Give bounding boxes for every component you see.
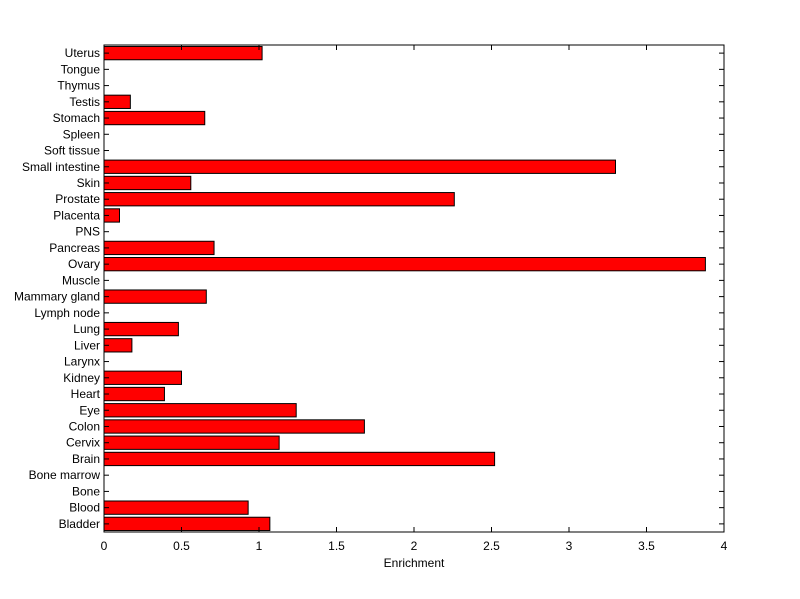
y-tick-label: Uterus <box>65 46 100 60</box>
y-tick-label: Tongue <box>61 62 101 76</box>
bar-brain <box>103 451 496 467</box>
bar-colon <box>103 419 365 434</box>
y-tick-label: PNS <box>75 225 100 239</box>
y-tick-label: Colon <box>69 419 100 433</box>
x-tick-label: 2 <box>411 539 418 553</box>
y-tick-label: Bone marrow <box>29 468 101 482</box>
bar-heart <box>103 386 165 402</box>
bar-small-intestine <box>103 159 616 174</box>
bars-group <box>103 45 706 532</box>
x-tick-label: 0 <box>101 539 108 553</box>
y-tick-label: Heart <box>71 387 101 401</box>
bar-ovary <box>103 256 706 272</box>
x-tick-label: 3 <box>566 539 573 553</box>
bar-pancreas <box>103 240 215 256</box>
y-tick-label: Prostate <box>55 192 100 206</box>
y-tick-label: Cervix <box>66 436 100 450</box>
y-tick-label: Small intestine <box>22 160 100 174</box>
y-tick-label: Larynx <box>64 355 100 369</box>
y-tick-label: Bone <box>72 484 100 498</box>
x-tick-label: 1 <box>256 539 263 553</box>
y-tick-label: Spleen <box>63 127 100 141</box>
x-axis-label: Enrichment <box>384 556 445 570</box>
bar-kidney <box>103 370 182 385</box>
x-tick-label: 0.5 <box>173 539 190 553</box>
x-tick-label: 4 <box>721 539 728 553</box>
bar-bladder <box>103 516 271 532</box>
x-tick-label: 3.5 <box>638 539 655 553</box>
tick-labels-group: Bladder Blood Bone Bone marrow Brain Cervix Co… <box>14 46 728 553</box>
y-tick-label: Blood <box>69 501 100 515</box>
y-tick-label: Testis <box>69 95 100 109</box>
y-tick-label: Lymph node <box>34 306 100 320</box>
y-tick-label: Stomach <box>53 111 100 125</box>
y-tick-label: Muscle <box>62 273 100 287</box>
bar-mammary-gland <box>103 289 207 304</box>
bar-skin <box>103 175 192 191</box>
y-tick-label: Pancreas <box>49 241 100 255</box>
y-tick-label: Mammary gland <box>14 290 100 304</box>
y-tick-label: Soft tissue <box>44 144 100 158</box>
y-tick-label: Brain <box>72 452 100 466</box>
x-tick-label: 1.5 <box>328 539 345 553</box>
bar-cervix <box>103 435 280 450</box>
ticks-group <box>103 45 725 532</box>
bar-prostate <box>103 192 455 207</box>
y-tick-label: Liver <box>74 338 100 352</box>
y-tick-label: Placenta <box>53 208 100 222</box>
bar-uterus <box>103 45 263 61</box>
y-tick-label: Skin <box>77 176 100 190</box>
x-tick-label: 2.5 <box>483 539 500 553</box>
y-tick-label: Eye <box>79 403 100 417</box>
y-tick-label: Lung <box>73 322 100 336</box>
y-tick-label: Kidney <box>63 371 100 385</box>
bar-eye <box>103 403 297 418</box>
y-tick-label: Thymus <box>57 79 100 93</box>
y-tick-label: Ovary <box>68 257 100 271</box>
y-tick-label: Bladder <box>59 517 100 531</box>
bar-stomach <box>103 110 206 126</box>
bar-blood <box>103 500 249 515</box>
bar-lung <box>103 321 179 337</box>
